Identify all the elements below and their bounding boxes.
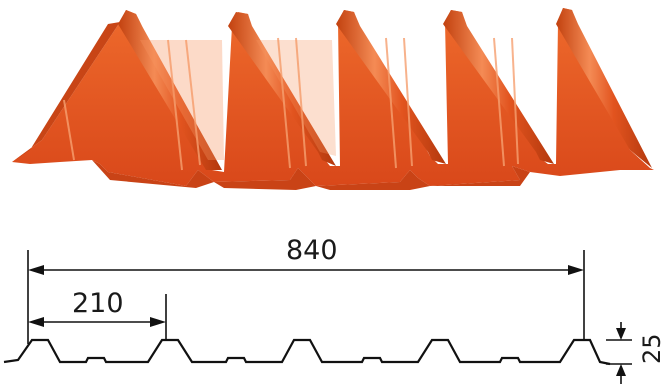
dimension-overall-width xyxy=(27,250,585,344)
sheet-body xyxy=(12,8,654,186)
rib-3 xyxy=(336,10,446,164)
corrugated-sheet-image xyxy=(12,8,654,190)
pan-front-4 xyxy=(430,166,530,186)
pan-front-2 xyxy=(214,168,316,190)
dimension-label-210: 210 xyxy=(72,288,124,319)
sheet-highlight-2 xyxy=(256,40,336,156)
pan-front-3 xyxy=(316,170,430,190)
dimension-rib-height xyxy=(606,322,632,384)
arrowhead-height-top xyxy=(616,328,626,340)
arrowhead-height-bottom xyxy=(616,364,626,376)
rib-5 xyxy=(556,8,652,168)
cross-section-profile xyxy=(3,338,611,366)
pan-stiffeners xyxy=(63,37,519,171)
dimension-label-840: 840 xyxy=(286,235,338,266)
sheet-left-flange xyxy=(12,22,120,162)
dimension-label-25: 25 xyxy=(638,333,664,364)
arrowhead-left xyxy=(28,265,44,275)
profile-line xyxy=(3,338,611,366)
pan-front-1 xyxy=(92,160,214,188)
dimension-rib-pitch xyxy=(28,294,167,340)
sheet-highlight xyxy=(140,40,224,160)
arrowhead-right xyxy=(568,265,584,275)
arrowhead-pitch-right xyxy=(150,317,166,327)
arrowhead-pitch-left xyxy=(28,317,44,327)
